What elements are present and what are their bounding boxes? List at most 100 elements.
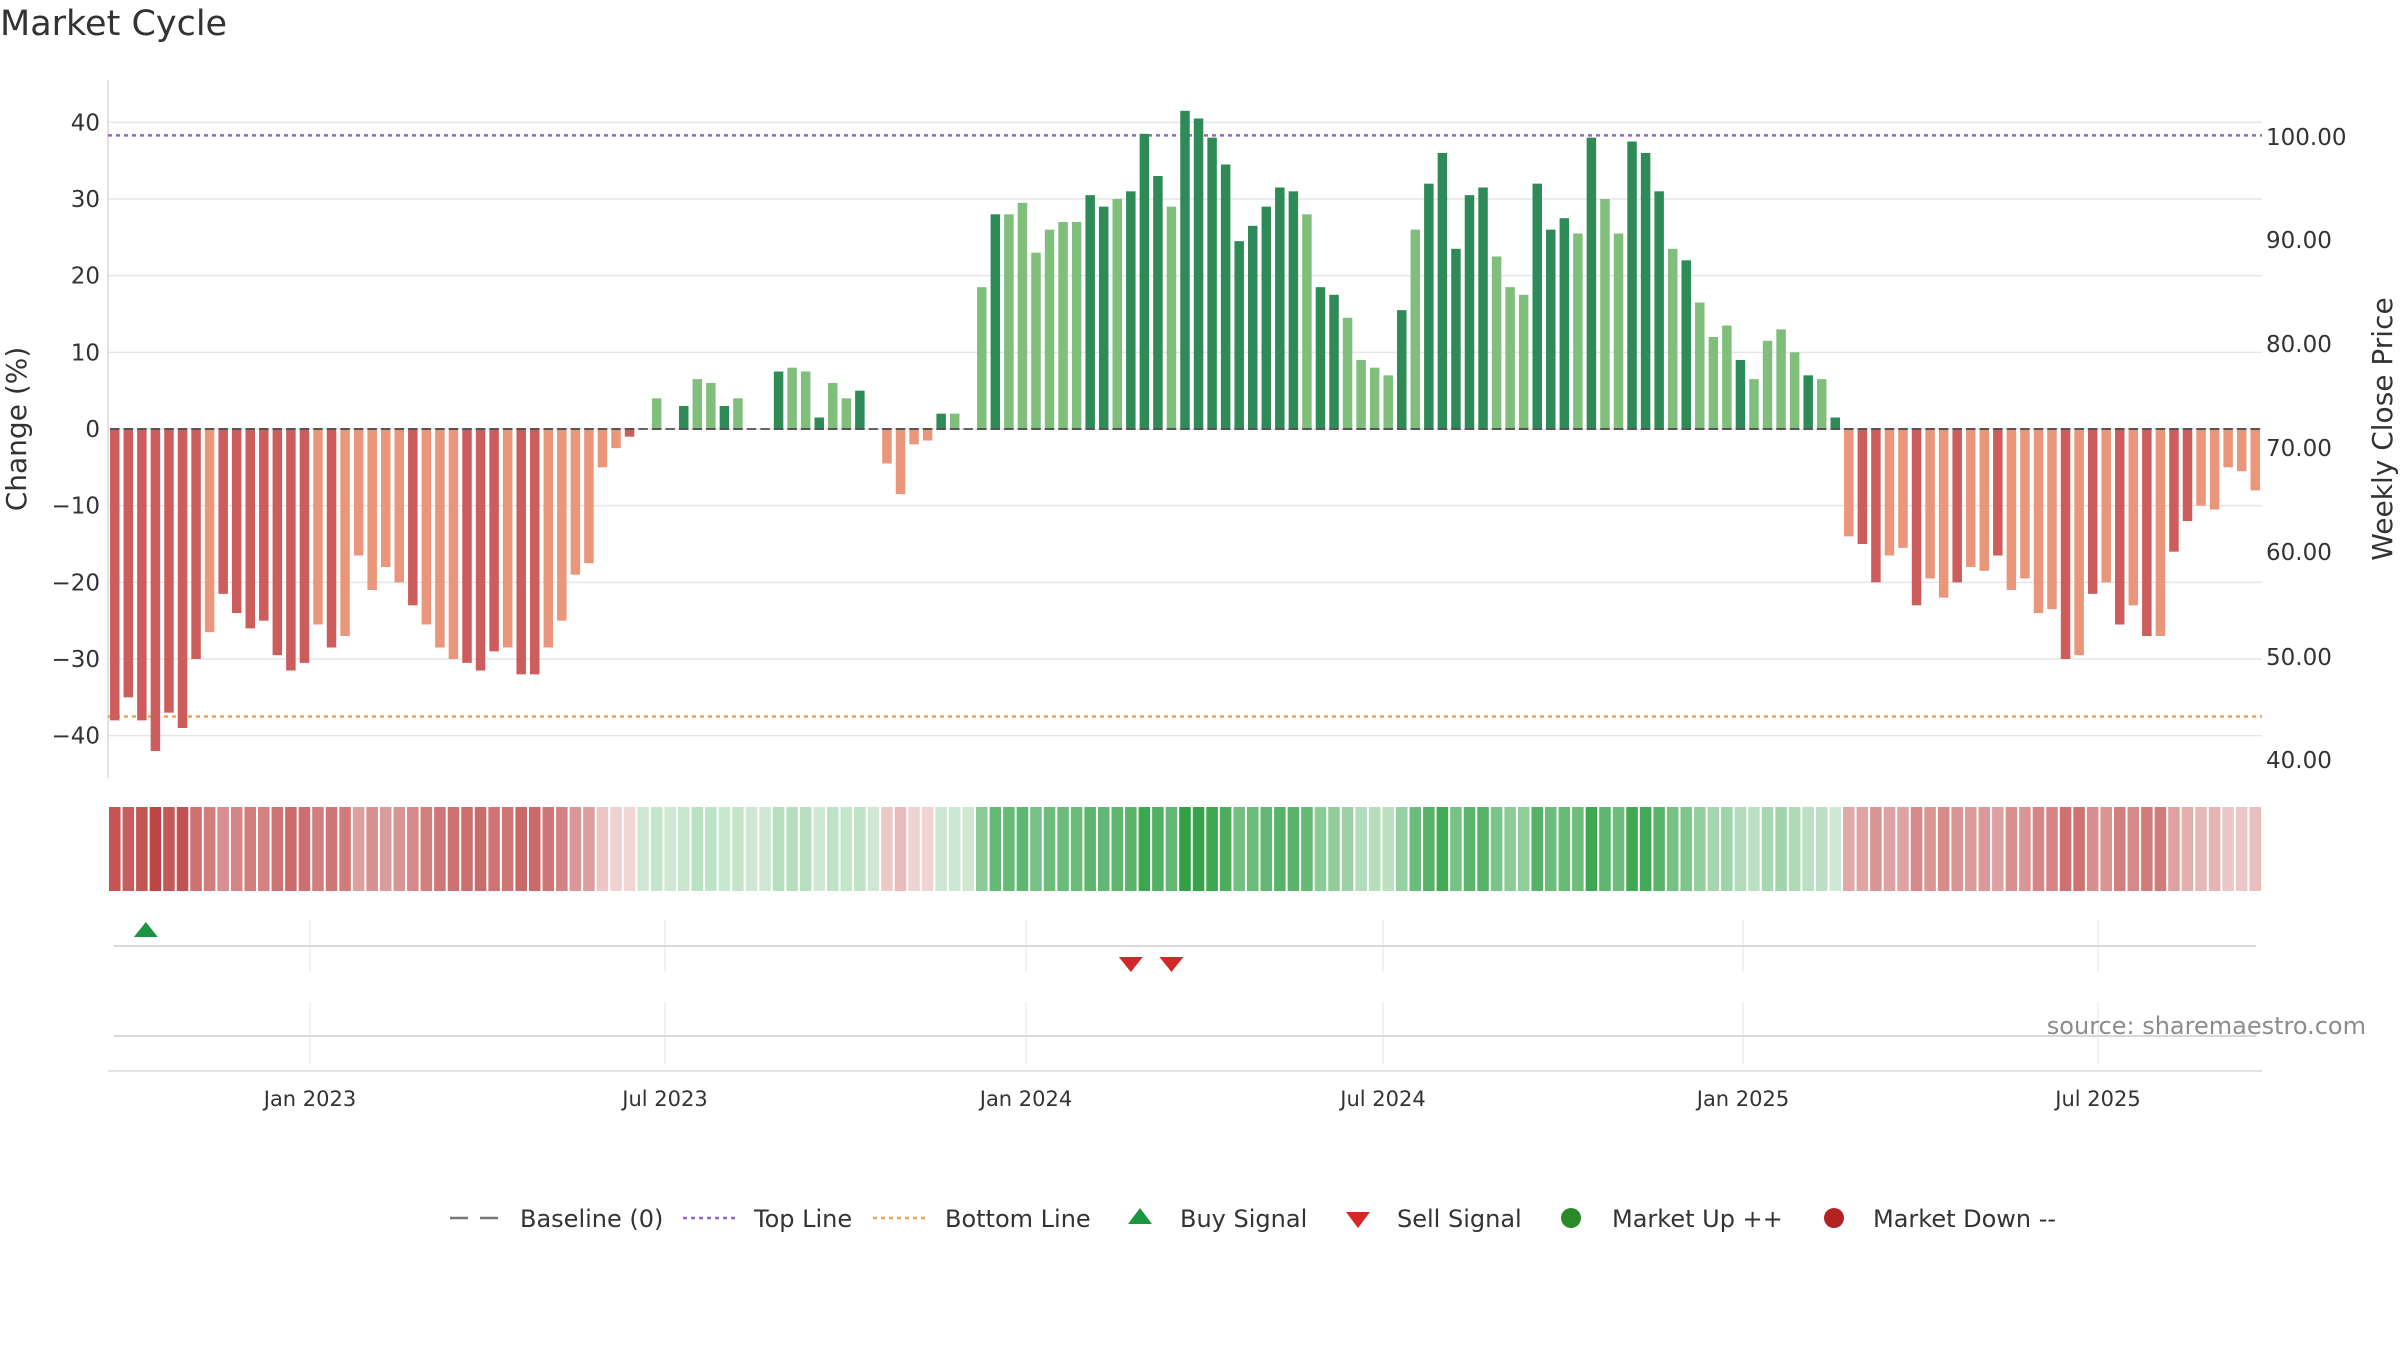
heat-cell xyxy=(1639,807,1652,891)
heat-cell xyxy=(1504,807,1516,891)
bar xyxy=(949,413,960,429)
heat-cell xyxy=(379,807,392,891)
y-tick-label: −10 xyxy=(51,494,100,520)
bar xyxy=(1193,118,1204,429)
bar xyxy=(557,429,567,621)
heat-cell xyxy=(420,807,433,891)
bar xyxy=(679,405,689,429)
heat-cell xyxy=(258,807,270,891)
bar xyxy=(2087,429,2098,594)
bar xyxy=(909,429,919,445)
bar xyxy=(651,398,662,429)
heat-cell xyxy=(176,807,189,891)
bar xyxy=(706,382,716,429)
heat-strip xyxy=(109,807,2261,891)
bar xyxy=(1166,206,1177,429)
heat-cell xyxy=(1558,807,1571,891)
bar xyxy=(1695,302,1705,429)
heat-cell xyxy=(1802,807,1814,891)
bar xyxy=(543,429,554,648)
heat-cell xyxy=(1897,807,1909,891)
bar xyxy=(164,429,174,713)
bar xyxy=(719,405,730,429)
heat-cell xyxy=(610,807,622,891)
bar xyxy=(1722,325,1732,429)
y-tick-label: 20 xyxy=(71,264,100,290)
bar xyxy=(1356,359,1366,429)
heat-cell xyxy=(1721,807,1733,891)
heat-cell xyxy=(434,807,446,891)
bar xyxy=(773,371,784,429)
heat-cell xyxy=(1815,807,1828,891)
bar xyxy=(1559,218,1570,429)
bar xyxy=(529,429,540,675)
bar xyxy=(570,429,581,575)
heat-cell xyxy=(1003,807,1015,891)
heat-cell xyxy=(2100,807,2112,891)
heat-cell xyxy=(1992,807,2004,891)
heat-cell xyxy=(989,807,1002,891)
heat-cell xyxy=(1788,807,1801,891)
bar xyxy=(1965,429,1976,568)
bar xyxy=(922,429,933,441)
heat-cell xyxy=(2222,807,2234,891)
heat-cell xyxy=(244,807,257,891)
heat-cell xyxy=(813,807,825,891)
heat-cell xyxy=(2113,807,2126,891)
heat-cell xyxy=(1246,807,1259,891)
bar xyxy=(475,429,486,671)
legend-label: Bottom Line xyxy=(945,1205,1091,1233)
heat-cell xyxy=(1057,807,1069,891)
heat-cell xyxy=(1856,807,1869,891)
heat-cell xyxy=(2141,807,2153,891)
heat-cell xyxy=(718,807,731,891)
heat-cell xyxy=(1843,807,1855,891)
bar xyxy=(936,413,946,429)
bar xyxy=(1776,329,1786,429)
x-tick-label: Jan 2024 xyxy=(978,1087,1073,1111)
heat-cell xyxy=(122,807,135,891)
bar xyxy=(1573,233,1583,429)
heat-cell xyxy=(2168,807,2180,891)
legend-market-up-marker xyxy=(1561,1208,1581,1228)
bar xyxy=(448,429,459,660)
x-tick-label: Jul 2024 xyxy=(1338,1087,1425,1111)
heat-cell xyxy=(2086,807,2099,891)
heat-cell xyxy=(1328,807,1340,891)
bar xyxy=(1952,429,1962,583)
heat-cell xyxy=(1748,807,1760,891)
heat-cell xyxy=(447,807,460,891)
heat-cell xyxy=(1111,807,1124,891)
bar xyxy=(1004,214,1014,429)
bar xyxy=(502,429,513,648)
bar xyxy=(1600,198,1610,429)
bar xyxy=(1464,195,1475,429)
y-axis-title: Change (%) xyxy=(0,347,33,512)
y-tick-label: 30 xyxy=(71,187,100,213)
heat-cell xyxy=(1761,807,1774,891)
heat-cell xyxy=(1883,807,1896,891)
heat-cell xyxy=(650,807,663,891)
bar xyxy=(1816,379,1827,429)
bar xyxy=(1708,336,1719,429)
heat-cell xyxy=(366,807,378,891)
heat-cell xyxy=(488,807,500,891)
heat-cell xyxy=(1545,807,1557,891)
sell-signal-marker xyxy=(1118,957,1143,972)
bar xyxy=(1247,225,1258,429)
heat-cell xyxy=(908,807,920,891)
bar xyxy=(2060,429,2071,660)
heat-cell xyxy=(1572,807,1584,891)
bar xyxy=(2155,429,2166,637)
heat-cell xyxy=(772,807,785,891)
bar xyxy=(489,429,499,652)
y-tick-label: 40 xyxy=(71,110,100,136)
heat-cell xyxy=(1626,807,1638,891)
bar xyxy=(895,429,906,495)
heat-cell xyxy=(2019,807,2031,891)
bar xyxy=(313,429,323,625)
bar xyxy=(1654,191,1664,429)
bar xyxy=(137,429,147,721)
x-tick-label: Jul 2023 xyxy=(620,1087,707,1111)
heat-cell xyxy=(474,807,487,891)
